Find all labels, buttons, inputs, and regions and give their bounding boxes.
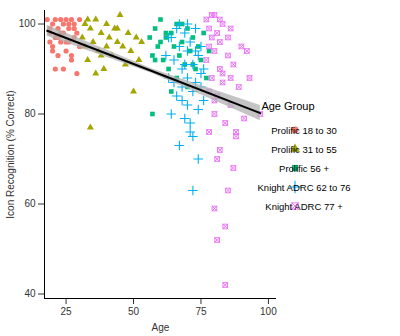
svg-text:75: 75 (195, 306, 207, 317)
svg-text:100: 100 (260, 306, 277, 317)
svg-text:Knight ADRC 62 to 76: Knight ADRC 62 to 76 (258, 182, 351, 193)
svg-text:Prolific 56 +: Prolific 56 + (279, 163, 329, 174)
svg-text:50: 50 (128, 306, 140, 317)
svg-text:Icon Recognition (% Correct): Icon Recognition (% Correct) (5, 90, 16, 218)
svg-text:Age Group: Age Group (261, 100, 314, 112)
svg-text:Age: Age (152, 322, 170, 333)
svg-text:25: 25 (61, 306, 73, 317)
svg-text:80: 80 (24, 108, 36, 119)
svg-text:Prolific 31 to 55: Prolific 31 to 55 (271, 144, 336, 155)
svg-text:100: 100 (19, 18, 36, 29)
svg-text:60: 60 (24, 198, 36, 209)
svg-text:Knight ADRC 77 +: Knight ADRC 77 + (265, 201, 343, 212)
svg-text:Prolific 18 to 30: Prolific 18 to 30 (271, 125, 336, 136)
svg-text:40: 40 (24, 288, 36, 299)
